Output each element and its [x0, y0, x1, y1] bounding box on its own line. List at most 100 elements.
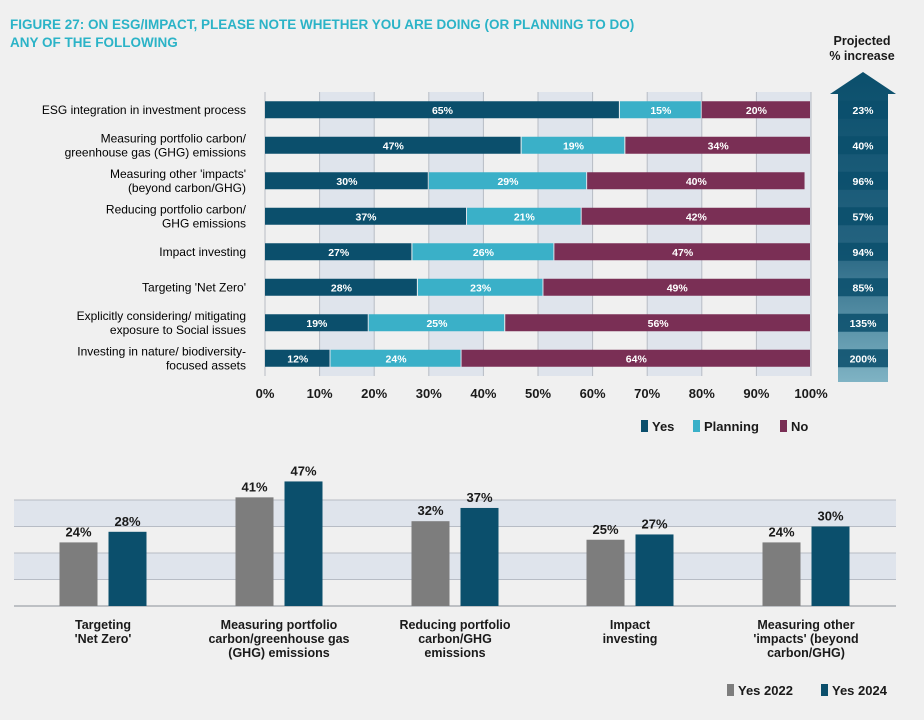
figure-title-line-1: FIGURE 27: ON ESG/IMPACT, PLEASE NOTE WH… [10, 17, 635, 32]
bar-value-label: 25% [592, 522, 618, 537]
category-label: exposure to Social issues [110, 323, 246, 337]
grid-band [647, 92, 702, 376]
projected-value: 94% [852, 247, 874, 259]
grid-band [428, 92, 484, 376]
bar-value-label: 24% [65, 524, 91, 539]
category-label: Reducing portfolio carbon/ [106, 202, 247, 216]
bar-value-label: 30% [817, 509, 843, 524]
category-label: ESG integration in investment process [42, 103, 246, 117]
x-category-label: (GHG) emissions [228, 646, 329, 660]
data-label: 30% [336, 176, 358, 188]
bar-segment-no [554, 243, 810, 261]
bar-segment-no [505, 314, 810, 332]
category-label: Impact investing [159, 245, 246, 259]
data-label: 26% [473, 247, 495, 259]
data-label: 21% [514, 211, 536, 223]
x-tick-label: 80% [689, 386, 715, 401]
x-category-label: 'Net Zero' [75, 632, 132, 646]
grid-band [14, 474, 896, 500]
x-category-label: Impact [610, 618, 651, 632]
bar-segment-yes [265, 101, 619, 119]
data-label: 23% [470, 282, 492, 294]
data-label: 37% [356, 211, 378, 223]
bar-yes-2024 [635, 534, 674, 606]
data-label: 19% [563, 140, 585, 152]
bar-yes-2022 [235, 497, 274, 606]
grid-band [14, 526, 896, 553]
projected-cell [838, 171, 888, 190]
x-tick-label: 0% [256, 386, 275, 401]
projected-cell [838, 136, 888, 155]
bar-value-label: 27% [641, 516, 667, 531]
projected-value: 200% [850, 353, 878, 365]
x-tick-label: 40% [470, 386, 496, 401]
bar-segment-planning [521, 136, 625, 154]
grid-band [756, 92, 811, 376]
x-category-label: Measuring other [757, 618, 854, 632]
data-label: 19% [306, 318, 328, 330]
data-label: 47% [672, 247, 694, 259]
bar-yes-2022 [411, 521, 450, 606]
bar-value-label: 41% [241, 479, 267, 494]
x-category-label: 'impacts' (beyond [753, 632, 858, 646]
figure-title-line-2: ANY OF THE FOLLOWING [10, 35, 178, 50]
bar-segment-planning [428, 172, 587, 190]
projected-header-line-1: Projected [833, 34, 891, 48]
data-label: 64% [626, 353, 648, 365]
projected-cell [838, 313, 888, 332]
legend-swatch [693, 420, 700, 432]
data-label: 12% [287, 353, 309, 365]
bar-segment-yes [265, 172, 428, 190]
projected-cell [838, 242, 888, 261]
bar-yes-2024 [811, 526, 850, 606]
bar-value-label: 28% [114, 514, 140, 529]
bar-segment-yes [265, 207, 467, 225]
legend-label: Yes [652, 419, 674, 434]
projected-value: 40% [852, 140, 874, 152]
bar-segment-no [625, 136, 810, 154]
bar-segment-planning [412, 243, 554, 261]
x-category-label: Targeting [75, 618, 131, 632]
bar-value-label: 37% [466, 490, 492, 505]
projected-value: 96% [852, 176, 874, 188]
projected-cell [838, 349, 888, 368]
projected-cell [838, 100, 888, 119]
bar-segment-planning [368, 314, 505, 332]
x-tick-label: 60% [580, 386, 606, 401]
bar-segment-no [543, 278, 810, 296]
projected-header-line-2: % increase [829, 49, 895, 63]
category-label: GHG emissions [162, 216, 246, 230]
projected-value: 23% [852, 105, 874, 117]
x-category-label: Measuring portfolio [221, 618, 338, 632]
bar-segment-yes [265, 314, 368, 332]
data-label: 65% [432, 105, 454, 117]
x-tick-label: 50% [525, 386, 551, 401]
bar-segment-planning [619, 101, 701, 119]
bar-value-label: 32% [417, 503, 443, 518]
category-label: Explicitly considering/ mitigating [77, 309, 246, 323]
legend-swatch [727, 684, 734, 696]
bar-yes-2022 [59, 542, 98, 606]
bar-yes-2024 [284, 481, 323, 606]
legend-label: No [791, 419, 808, 434]
bar-segment-no [461, 349, 810, 367]
bar-segment-yes [265, 136, 521, 154]
grid-band [14, 553, 896, 580]
grid-band [538, 92, 593, 376]
x-tick-label: 20% [361, 386, 387, 401]
legend-swatch [780, 420, 787, 432]
data-label: 40% [686, 176, 708, 188]
x-tick-label: 30% [416, 386, 442, 401]
x-category-label: emissions [424, 646, 485, 660]
data-label: 15% [650, 105, 672, 117]
legend-label: Yes 2022 [738, 683, 793, 698]
data-label: 25% [426, 318, 448, 330]
bar-segment-yes [265, 349, 330, 367]
projected-cell [838, 278, 888, 297]
bar-yes-2022 [586, 539, 625, 606]
data-label: 24% [386, 353, 408, 365]
bar-segment-planning [417, 278, 543, 296]
bar-value-label: 24% [768, 524, 794, 539]
bar-segment-yes [265, 243, 412, 261]
data-label: 42% [686, 211, 708, 223]
